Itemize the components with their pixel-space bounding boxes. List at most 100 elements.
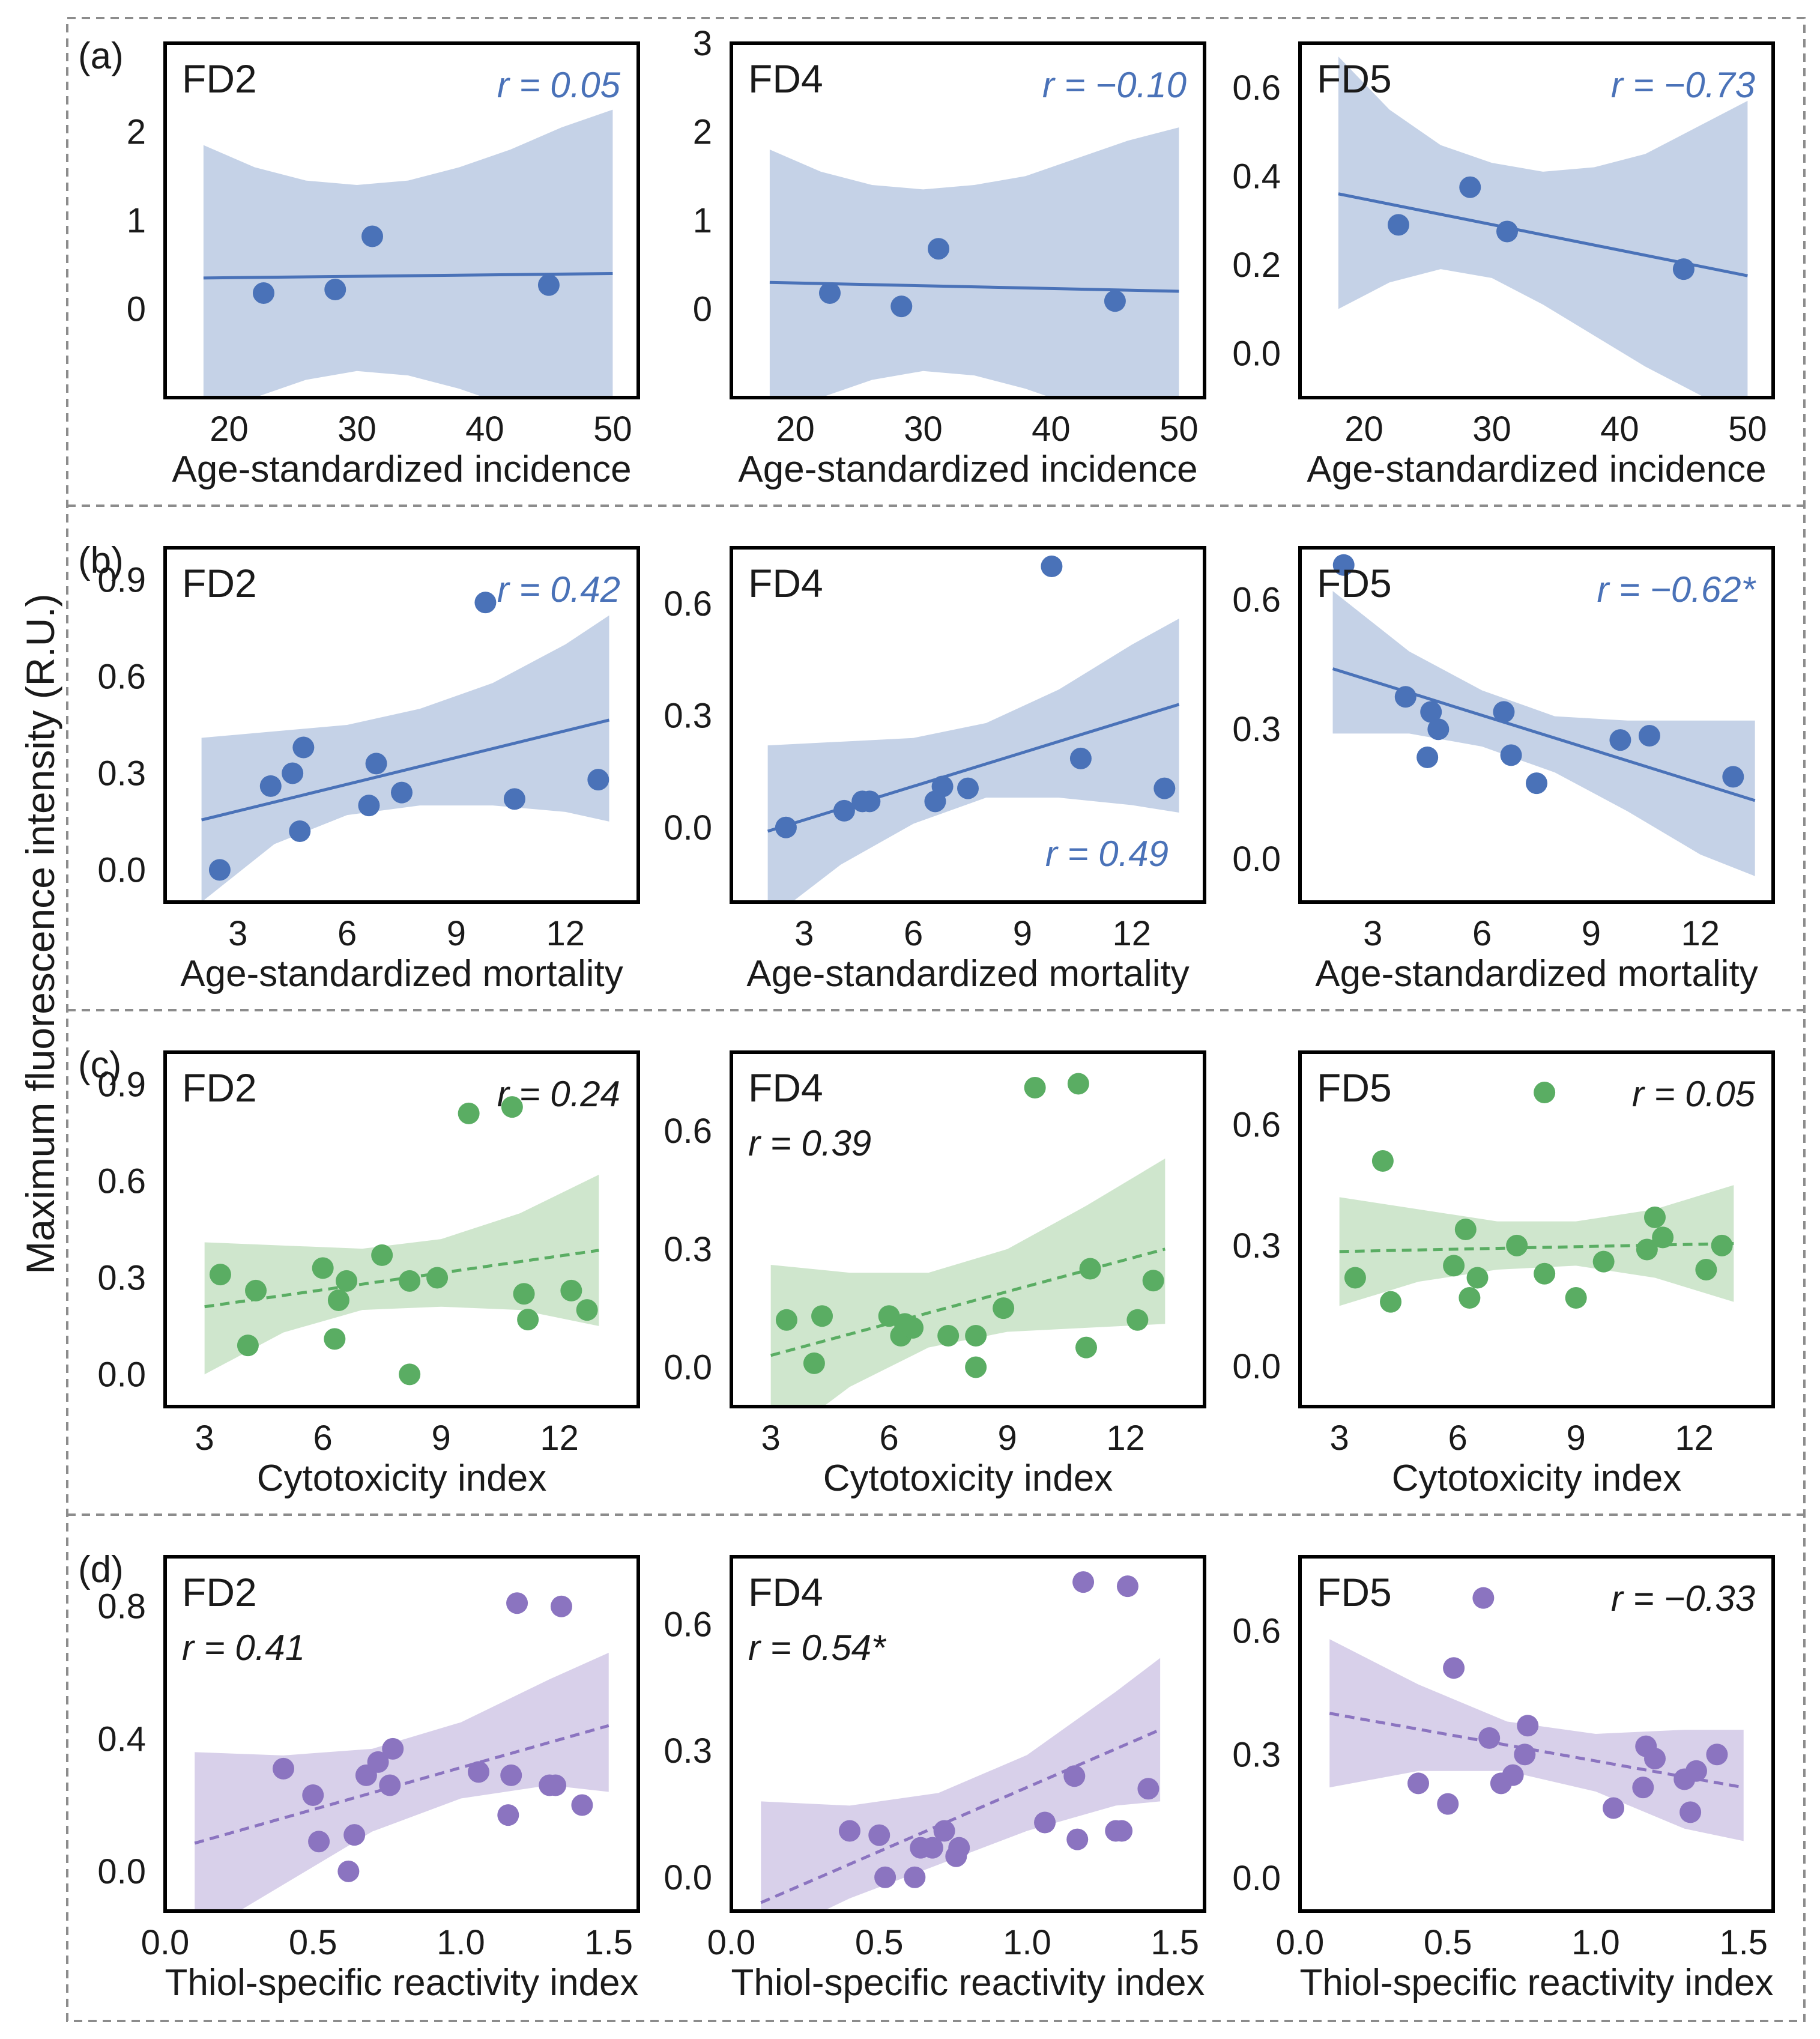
data-point: [1111, 1820, 1133, 1842]
x-tick-label: 0.5: [1424, 1923, 1472, 1962]
plot-area: [770, 1159, 1165, 1407]
data-point: [1632, 1777, 1654, 1799]
confidence-band: [201, 615, 609, 902]
x-tick-label: 30: [337, 410, 376, 449]
confidence-band: [761, 1658, 1161, 1911]
data-point: [1502, 1764, 1524, 1786]
correlation-label: r = 0.41: [182, 1628, 305, 1668]
x-tick-label: 9: [998, 1419, 1017, 1458]
data-point: [1420, 701, 1442, 723]
data-point: [382, 1738, 404, 1760]
correlation-label: r = 0.54*: [748, 1628, 886, 1668]
data-point: [282, 762, 304, 784]
axes-frame: [163, 1050, 640, 1408]
y-tick-label: 0.4: [97, 1719, 146, 1759]
x-tick-label: 3: [195, 1419, 214, 1458]
regression-line: [194, 1724, 609, 1845]
x-axis-label: Age-standardized incidence: [172, 449, 631, 490]
panel-title: FD2: [182, 1570, 257, 1614]
correlation-label: r = 0.42: [497, 569, 620, 610]
data-point: [1609, 729, 1631, 751]
data-point: [1706, 1744, 1728, 1766]
plot-area: [203, 109, 613, 398]
x-tick-label: 9: [1582, 914, 1601, 953]
data-point: [371, 1244, 393, 1266]
row-label: (a): [78, 35, 124, 77]
data-point: [1679, 1801, 1702, 1823]
panel-title: FD5: [1317, 561, 1392, 605]
x-tick-label: 1.5: [1150, 1923, 1199, 1962]
x-tick-label: 6: [904, 914, 923, 953]
axes-frame: [1298, 546, 1775, 904]
data-point: [965, 1356, 987, 1378]
data-point: [289, 820, 311, 842]
data-point: [312, 1257, 334, 1279]
data-point: [928, 238, 950, 260]
correlation-label: r = −0.10: [1042, 65, 1187, 105]
panel-title: FD5: [1317, 1570, 1392, 1614]
data-point: [1443, 1255, 1465, 1277]
data-point: [1394, 686, 1416, 708]
data-point: [367, 1751, 389, 1773]
confidence-band: [770, 1159, 1165, 1407]
data-point: [1116, 1575, 1138, 1598]
data-point: [1069, 747, 1092, 769]
y-tick-label: 2: [127, 113, 146, 152]
data-point: [1565, 1286, 1587, 1309]
y-tick-label: 0.6: [1232, 1611, 1281, 1650]
correlation-label: r = −0.33: [1611, 1578, 1755, 1619]
x-tick-label: 12: [1113, 914, 1152, 953]
data-point: [1371, 1150, 1394, 1172]
x-tick-label: 12: [1681, 914, 1720, 953]
data-point: [302, 1784, 324, 1807]
regression-line: [760, 1728, 1161, 1904]
data-point: [1380, 1291, 1402, 1313]
x-axis-label: Thiol-specific reactivity index: [165, 1962, 638, 2004]
panel-title: FD5: [1317, 1065, 1392, 1110]
data-point: [237, 1335, 259, 1357]
data-point: [902, 1316, 924, 1339]
data-point: [576, 1299, 598, 1321]
data-point: [361, 225, 384, 247]
correlation-label: r = 0.24: [497, 1074, 620, 1114]
y-tick-label: 0.6: [1232, 1106, 1281, 1145]
plot-area: [767, 619, 1180, 902]
data-point: [497, 1804, 519, 1826]
x-axis-label: Age-standardized incidence: [738, 449, 1197, 490]
y-tick-label: 0.6: [1232, 580, 1281, 619]
y-tick-label: 0.0: [1232, 1859, 1281, 1898]
y-tick-label: 1: [693, 201, 712, 240]
x-axis-label: Thiol-specific reactivity index: [731, 1962, 1205, 2004]
x-tick-label: 3: [228, 914, 247, 953]
row-label: (c): [78, 1044, 121, 1086]
data-point: [1137, 1778, 1159, 1800]
data-point: [1638, 724, 1660, 747]
data-point: [1104, 290, 1126, 312]
data-point: [993, 1297, 1015, 1319]
x-tick-label: 3: [1363, 914, 1382, 953]
data-point: [1644, 1748, 1666, 1770]
x-axis-label: Age-standardized mortality: [746, 953, 1189, 995]
x-tick-label: 1.0: [437, 1923, 485, 1962]
x-tick-label: 40: [1600, 410, 1639, 449]
y-tick-label: 0.3: [664, 1230, 712, 1269]
data-point: [365, 753, 387, 775]
data-point: [292, 736, 315, 759]
regression-line: [203, 272, 613, 280]
plot-area: [201, 615, 610, 902]
data-point: [1685, 1760, 1707, 1782]
data-point: [571, 1794, 593, 1816]
y-tick-label: 0.0: [664, 1348, 712, 1387]
data-point: [1407, 1772, 1429, 1795]
data-point: [1636, 1238, 1658, 1261]
data-point: [1526, 772, 1547, 795]
data-point: [391, 781, 413, 804]
x-tick-label: 0.0: [141, 1923, 190, 1962]
data-point: [1695, 1259, 1717, 1281]
data-point: [1041, 556, 1063, 578]
